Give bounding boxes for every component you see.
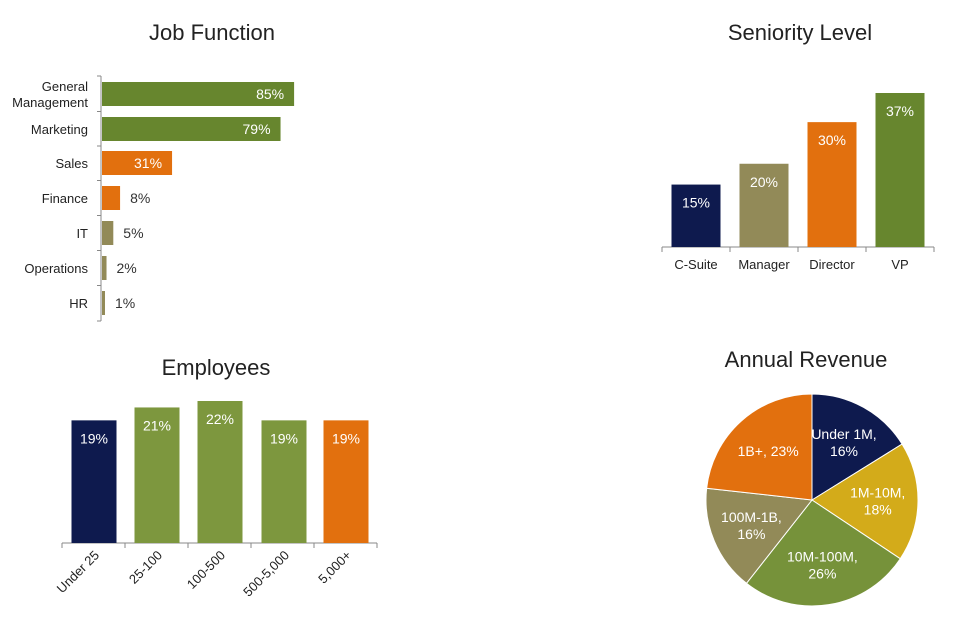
bar-employees-500-5-000 (261, 420, 307, 543)
bar-seniority-director (807, 122, 857, 247)
bar-job-general-management (102, 82, 295, 106)
job-function-chart: Job Function General Management 85% Marketi… (12, 20, 295, 322)
seniority-level-title: Seniority Level (728, 20, 872, 45)
pie-slice-100m-1b (705, 487, 813, 585)
pie-label-1b: 1B+, 23% (738, 443, 799, 459)
bar-employees-5-000 (323, 420, 369, 543)
value-label-seniority-c-suite: 15% (682, 195, 710, 211)
value-label-employees-under-25: 19% (80, 430, 108, 446)
category-label-job-it: IT (76, 226, 88, 241)
pie-label-1m-10m: 1M-10M, 18% (850, 485, 905, 518)
value-label-job-finance: 8% (130, 190, 150, 206)
bar-employees-25-100 (134, 407, 180, 543)
pie-label-100m-1b: 100M-1B, 16% (721, 509, 782, 542)
bar-seniority-vp (875, 93, 925, 247)
pie-label-10m-100m: 10M-100M, 26% (787, 548, 858, 581)
category-label-employees-500-5-000: 500-5,000 (240, 548, 292, 600)
bar-job-operations (102, 256, 107, 280)
category-label-seniority-manager: Manager (738, 257, 790, 272)
value-label-job-sales: 31% (134, 155, 162, 171)
pie-slice-10m-100m (745, 499, 901, 607)
category-label-employees-100-500: 100-500 (184, 548, 228, 592)
category-label-job-general-management: General Management (12, 79, 88, 110)
bar-job-finance (102, 186, 121, 210)
value-label-job-it: 5% (123, 225, 143, 241)
employees-title: Employees (162, 355, 271, 380)
value-label-seniority-director: 30% (818, 132, 846, 148)
category-label-employees-25-100: 25-100 (126, 548, 165, 587)
category-label-job-hr: HR (69, 296, 88, 311)
bar-seniority-manager (739, 163, 789, 247)
bar-job-it (102, 221, 114, 245)
annual-revenue-chart: Annual Revenue Under 1M, 16% 1M-10M, 18% 10M… (705, 347, 919, 607)
pie-label-under-1m: Under 1M, 16% (811, 426, 876, 459)
seniority-level-chart: Seniority Level 15% C-Suite 20% Manager 30% D… (661, 20, 935, 272)
value-label-job-hr: 1% (115, 295, 135, 311)
bar-seniority-c-suite (671, 184, 721, 247)
pie-slice-under-1m (811, 393, 903, 501)
employees-chart: Employees 19% Under 25 21% 25-100 22% 100-500… (54, 355, 378, 600)
bar-job-hr (102, 291, 105, 315)
bar-job-sales (102, 151, 173, 175)
value-label-employees-25-100: 21% (143, 417, 171, 433)
category-label-job-sales: Sales (55, 156, 88, 171)
job-function-title: Job Function (149, 20, 275, 45)
pie-slice-1b (706, 393, 813, 501)
category-label-seniority-director: Director (809, 257, 855, 272)
category-label-job-finance: Finance (42, 191, 88, 206)
pie-slice-1m-10m (811, 443, 919, 560)
value-label-seniority-vp: 37% (886, 103, 914, 119)
category-label-employees-under-25: Under 25 (54, 548, 102, 596)
value-label-employees-500-5-000: 19% (270, 430, 298, 446)
bar-employees-100-500 (197, 401, 243, 543)
bar-employees-under-25 (71, 420, 117, 543)
value-label-job-general-management: 85% (256, 86, 284, 102)
value-label-seniority-manager: 20% (750, 174, 778, 190)
value-label-employees-100-500: 22% (206, 411, 234, 427)
value-label-job-operations: 2% (117, 260, 137, 276)
value-label-job-marketing: 79% (243, 121, 271, 137)
value-label-employees-5-000: 19% (332, 430, 360, 446)
annual-revenue-title: Annual Revenue (725, 347, 888, 372)
bar-job-marketing (102, 117, 281, 141)
category-label-job-marketing: Marketing (31, 122, 88, 137)
category-label-seniority-c-suite: C-Suite (674, 257, 717, 272)
category-label-job-operations: Operations (24, 261, 88, 276)
category-label-employees-5-000: 5,000+ (315, 548, 354, 587)
category-label-seniority-vp: VP (891, 257, 908, 272)
